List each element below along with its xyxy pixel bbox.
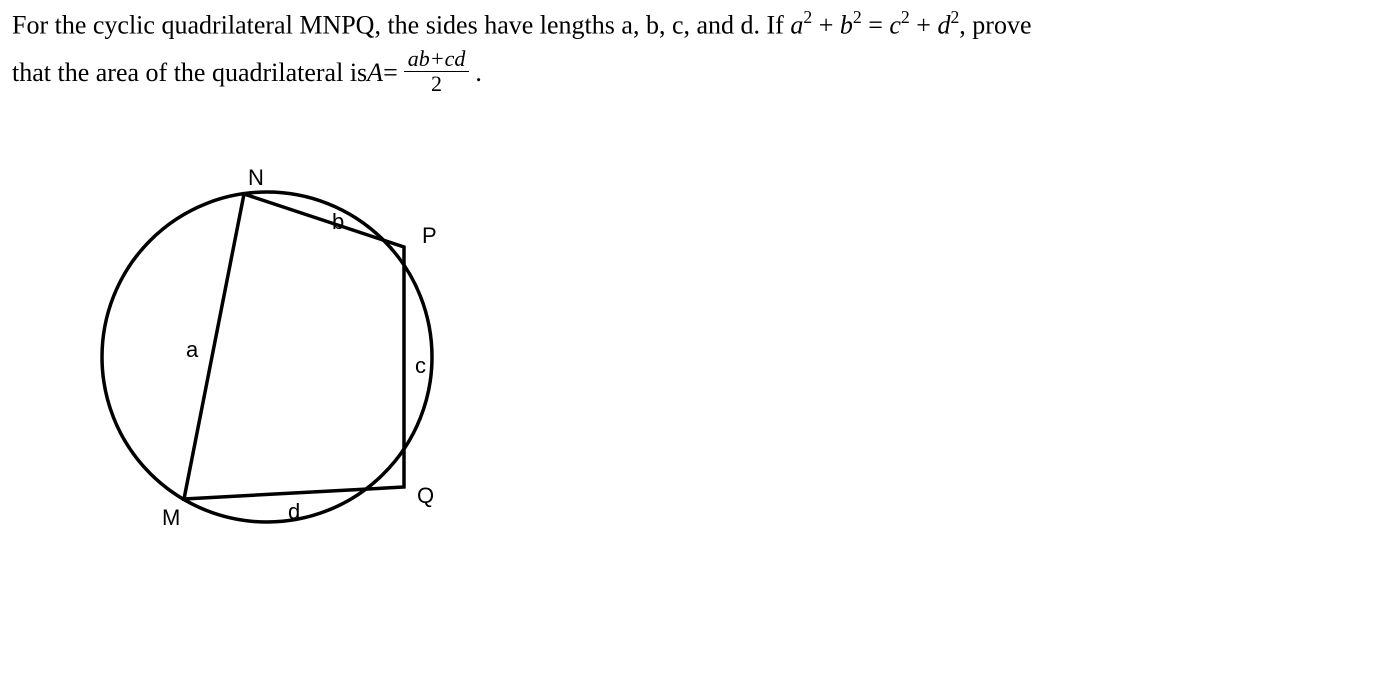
label-c: c — [415, 353, 426, 378]
label-d: d — [288, 499, 300, 524]
sup-3: 2 — [901, 7, 910, 27]
sup-1: 2 — [803, 7, 812, 27]
fraction-denominator: 2 — [431, 72, 442, 95]
plus-1: + — [812, 11, 840, 40]
label-Q: Q — [417, 483, 434, 508]
var-b: b — [840, 11, 853, 40]
var-c: c — [889, 11, 901, 40]
fraction-numerator: ab+cd — [404, 48, 470, 72]
eq-1: = — [862, 11, 890, 40]
sup-2: 2 — [853, 7, 862, 27]
problem-statement: For the cyclic quadrilateral MNPQ, the s… — [12, 6, 1386, 97]
diagram-svg: N P Q Ma b c d — [72, 157, 492, 537]
cyclic-quadrilateral-diagram: N P Q Ma b c d — [72, 157, 492, 537]
label-P: P — [422, 223, 437, 248]
problem-line-1: For the cyclic quadrilateral MNPQ, the s… — [12, 6, 1386, 44]
text-part: For the cyclic quadrilateral MNPQ, the s… — [12, 11, 790, 40]
label-M: M — [162, 505, 180, 530]
label-a: a — [186, 337, 199, 362]
label-N: N — [248, 165, 264, 190]
problem-line-2: that the area of the quadrilateral is A … — [12, 50, 1386, 97]
area-fraction: ab+cd 2 — [404, 48, 470, 95]
var-d: d — [937, 11, 950, 40]
text-part: , prove — [959, 11, 1031, 40]
sup-4: 2 — [950, 7, 959, 27]
text-part: that the area of the quadrilateral is — [12, 55, 367, 91]
eq-2: = — [383, 55, 398, 91]
text-part: . — [475, 55, 482, 91]
quadrilateral-mnpq — [184, 194, 404, 499]
var-a: a — [790, 11, 803, 40]
plus-2: + — [910, 11, 938, 40]
var-A: A — [367, 55, 383, 91]
label-b: b — [332, 209, 344, 234]
